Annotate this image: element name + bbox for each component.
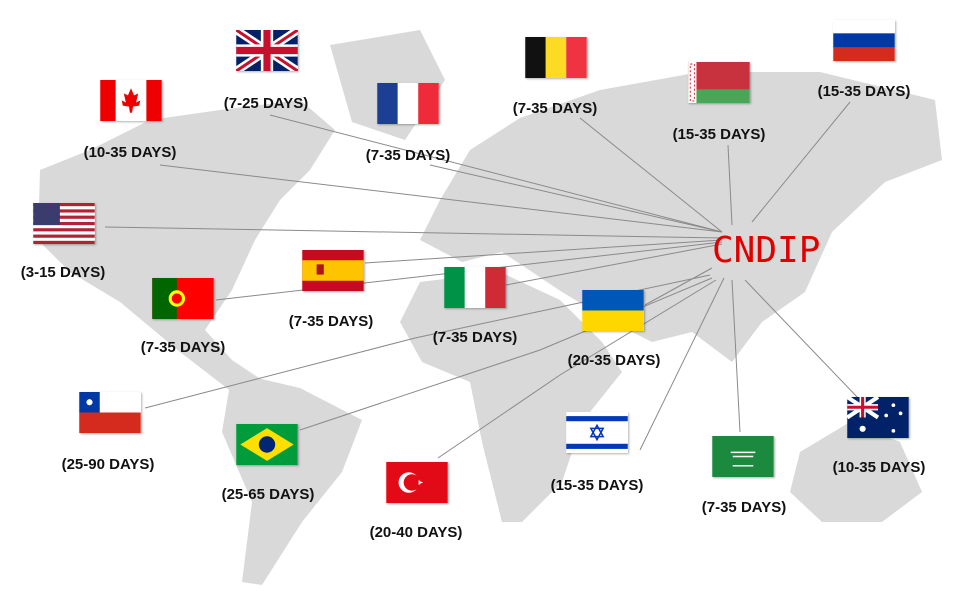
days-label-chile: (25-90 DAYS)	[61, 456, 155, 473]
route-line	[751, 101, 851, 223]
days-label-france: (7-35 DAYS)	[365, 147, 451, 164]
eurasia	[420, 72, 942, 362]
days-label-united-states: (3-15 DAYS)	[20, 264, 106, 281]
days-label-italy: (7-35 DAYS)	[432, 329, 518, 346]
flag-israel-icon	[566, 412, 628, 453]
route-line	[744, 279, 861, 401]
flag-united-states-icon	[33, 203, 95, 244]
australia	[790, 422, 922, 522]
flag-saudi-arabia-icon	[712, 436, 774, 477]
africa	[400, 272, 622, 522]
route-line	[639, 277, 725, 451]
days-label-canada: (10-35 DAYS)	[83, 144, 177, 161]
flag-italy-icon	[444, 267, 506, 308]
flag-portugal-icon	[152, 278, 214, 319]
route-line	[269, 114, 723, 233]
route-line	[159, 164, 723, 233]
flag-spain-icon	[302, 250, 364, 291]
days-label-russia: (15-35 DAYS)	[817, 83, 911, 100]
flag-ukraine-icon	[582, 290, 644, 331]
flag-turkey-icon	[386, 462, 448, 503]
flag-belgium-icon	[525, 37, 587, 78]
route-line	[144, 337, 416, 409]
flag-brazil-icon	[236, 424, 298, 465]
north-america	[38, 100, 335, 392]
route-line	[505, 243, 723, 286]
flag-france-icon	[377, 83, 439, 124]
hub-label: CNDIP	[712, 230, 821, 271]
days-label-united-kingdom: (7-25 DAYS)	[223, 95, 309, 112]
route-line	[429, 164, 723, 233]
flag-canada-icon	[100, 80, 162, 121]
flag-united-kingdom-icon	[236, 30, 298, 71]
south-america	[222, 372, 362, 585]
flag-australia-icon	[847, 397, 909, 438]
route-line	[437, 374, 561, 459]
route-line	[414, 274, 711, 339]
days-label-saudi-arabia: (7-35 DAYS)	[701, 499, 787, 516]
route-line	[364, 239, 723, 264]
route-line	[104, 226, 723, 239]
route-line	[727, 144, 733, 226]
route-line	[579, 117, 723, 233]
days-label-spain: (7-35 DAYS)	[288, 313, 374, 330]
days-label-australia: (10-35 DAYS)	[832, 459, 926, 476]
days-label-turkey: (20-40 DAYS)	[369, 524, 463, 541]
route-line	[299, 349, 541, 431]
days-label-belarus: (15-35 DAYS)	[672, 126, 766, 143]
days-label-portugal: (7-35 DAYS)	[140, 339, 226, 356]
days-label-belgium: (7-35 DAYS)	[512, 100, 598, 117]
route-line	[644, 267, 713, 306]
days-label-brazil: (25-65 DAYS)	[221, 486, 315, 503]
flag-russia-icon	[833, 20, 895, 61]
days-label-israel: (15-35 DAYS)	[550, 477, 644, 494]
flag-chile-icon	[79, 392, 141, 433]
route-line	[731, 279, 741, 433]
flag-belarus-icon	[688, 62, 750, 103]
days-label-ukraine: (20-35 DAYS)	[567, 352, 661, 369]
